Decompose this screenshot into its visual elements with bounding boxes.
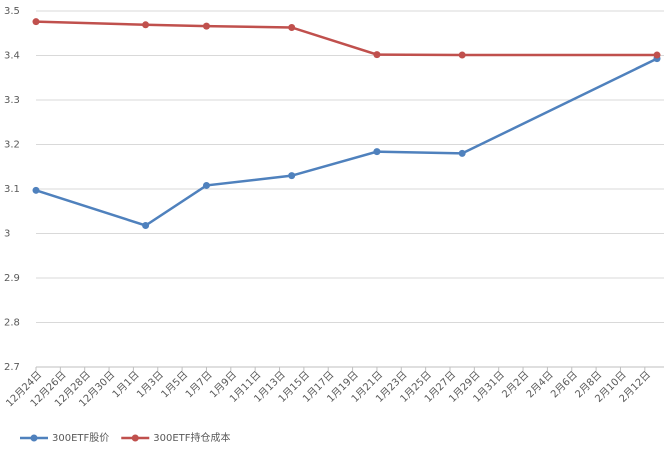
- y-tick-label: 3.3: [4, 95, 20, 106]
- legend-label: 300ETF持仓成本: [153, 431, 230, 444]
- point: [458, 51, 466, 59]
- point: [32, 18, 40, 26]
- y-tick-label: 2.8: [4, 318, 20, 329]
- point: [202, 22, 210, 30]
- y-tick-label: 2.9: [4, 273, 20, 284]
- legend-marker: [131, 434, 139, 442]
- point: [653, 51, 661, 59]
- point: [288, 23, 296, 31]
- point: [142, 21, 150, 29]
- point: [458, 149, 466, 157]
- series-line: [35, 20, 657, 57]
- y-tick-label: 3: [4, 229, 10, 240]
- series-line: [35, 57, 658, 227]
- point: [373, 148, 381, 156]
- point: [142, 221, 150, 229]
- legend-marker: [30, 434, 38, 442]
- y-tick-label: 3.2: [4, 140, 20, 151]
- point: [202, 181, 210, 189]
- point: [288, 172, 296, 180]
- y-tick-label: 3.5: [4, 6, 20, 17]
- point: [32, 186, 40, 194]
- y-tick-label: 2.7: [4, 362, 20, 373]
- legend-label: 300ETF股价: [52, 432, 109, 444]
- point: [373, 51, 381, 59]
- y-tick-label: 3.4: [4, 51, 20, 62]
- y-tick-label: 3.1: [4, 184, 20, 195]
